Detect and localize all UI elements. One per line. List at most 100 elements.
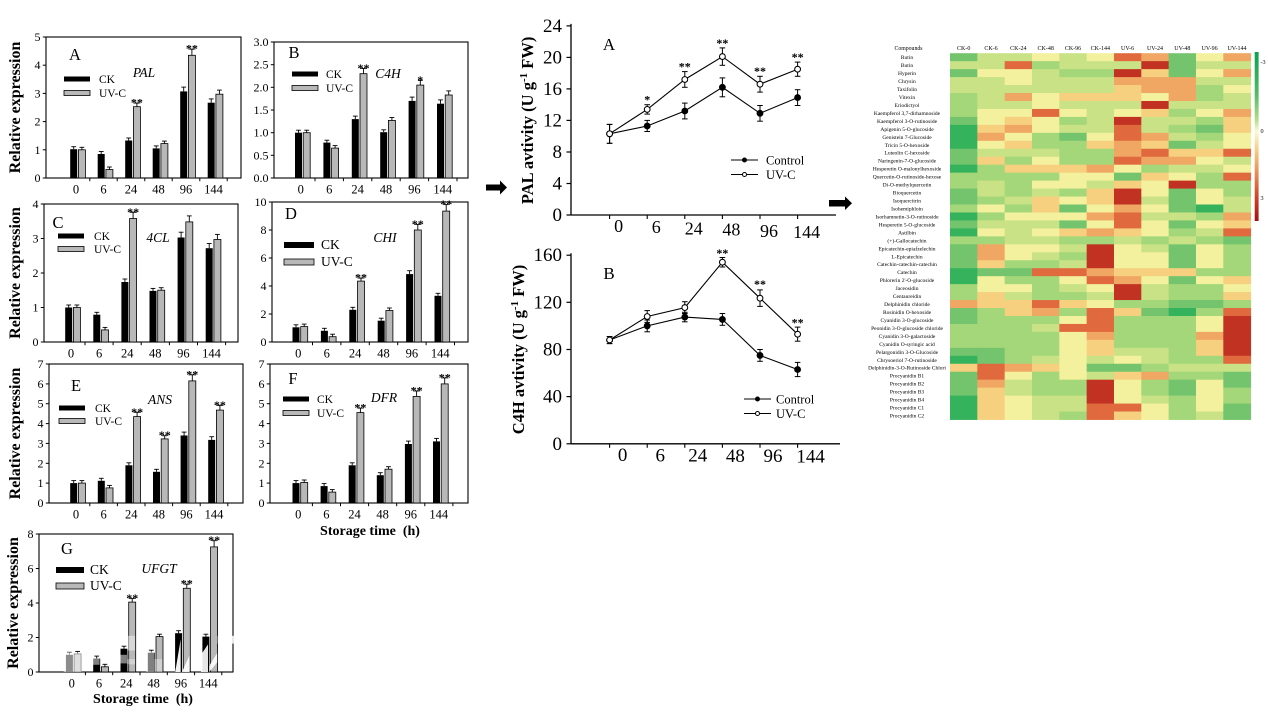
- svg-text:Procyanidin C2: Procyanidin C2: [890, 414, 925, 420]
- svg-text:96: 96: [177, 347, 190, 361]
- svg-text:UV-48: UV-48: [1174, 46, 1190, 52]
- svg-text:CK: CK: [95, 403, 112, 415]
- svg-text:ANS: ANS: [147, 392, 172, 407]
- svg-text:**: **: [792, 50, 804, 64]
- svg-text:96: 96: [764, 446, 783, 467]
- svg-text:48: 48: [377, 347, 390, 361]
- svg-text:UV-C: UV-C: [94, 244, 121, 256]
- svg-text:CK-144: CK-144: [1091, 46, 1110, 52]
- svg-text:CK-96: CK-96: [1065, 46, 1081, 52]
- svg-text:Hesperetin O-malonylhexoside: Hesperetin O-malonylhexoside: [873, 167, 942, 173]
- svg-text:CK-24: CK-24: [1010, 46, 1026, 52]
- svg-text:6: 6: [326, 183, 332, 197]
- svg-text:16: 16: [543, 79, 562, 100]
- svg-text:0: 0: [618, 445, 628, 466]
- svg-text:Cyanidin O-syringic acid: Cyanidin O-syringic acid: [879, 342, 935, 348]
- svg-text:0: 0: [553, 434, 563, 455]
- svg-text:Catechin: Catechin: [897, 270, 917, 276]
- svg-text:CK-6: CK-6: [984, 46, 997, 52]
- svg-text:Taxifolin: Taxifolin: [897, 86, 917, 93]
- svg-text:Procyanidin C1: Procyanidin C1: [890, 406, 925, 412]
- svg-text:C4H: C4H: [375, 66, 402, 81]
- svg-text:Eriodictyol: Eriodictyol: [895, 103, 920, 109]
- svg-text:-3: -3: [1261, 59, 1266, 66]
- svg-text:2: 2: [28, 631, 34, 645]
- svg-text:6: 6: [655, 445, 665, 466]
- svg-text:Procyanidin B1: Procyanidin B1: [890, 374, 925, 380]
- svg-text:2.5: 2.5: [254, 58, 269, 72]
- svg-text:Isohemiphloin: Isohemiphloin: [891, 207, 923, 213]
- svg-text:1.0: 1.0: [254, 126, 269, 140]
- svg-text:**: **: [792, 315, 804, 329]
- svg-text:Di-O-methylquercetin: Di-O-methylquercetin: [883, 183, 932, 189]
- svg-text:5: 5: [259, 397, 265, 411]
- svg-text:3: 3: [38, 436, 44, 450]
- svg-text:UV-C: UV-C: [766, 168, 795, 182]
- svg-text:0.5: 0.5: [254, 148, 269, 162]
- svg-text:C: C: [52, 213, 63, 232]
- svg-text:6: 6: [38, 377, 44, 391]
- svg-text:**: **: [159, 428, 171, 442]
- svg-text:96: 96: [408, 183, 421, 197]
- svg-text:Storage time (h): Storage time (h): [93, 692, 193, 707]
- svg-text:6: 6: [96, 347, 102, 361]
- svg-text:48: 48: [376, 508, 389, 522]
- svg-text:40: 40: [543, 387, 562, 408]
- svg-text:24: 24: [685, 218, 703, 238]
- svg-text:4: 4: [553, 174, 563, 195]
- svg-text:Pelargonidin 3-O-Glucoside: Pelargonidin 3-O-Glucoside: [876, 350, 939, 356]
- svg-text:24: 24: [125, 183, 138, 197]
- svg-text:UV-C: UV-C: [321, 254, 353, 269]
- svg-text:5: 5: [38, 397, 44, 411]
- svg-text:0.0: 0.0: [254, 171, 269, 185]
- svg-text:Relative expression: Relative expression: [5, 537, 22, 669]
- svg-text:144: 144: [433, 183, 453, 197]
- svg-text:**: **: [127, 205, 139, 219]
- svg-text:Hesperetin 5-O-glucoside: Hesperetin 5-O-glucoside: [879, 222, 936, 228]
- svg-text:4: 4: [261, 279, 267, 293]
- svg-text:Storage time (h): Storage time (h): [320, 524, 420, 539]
- svg-text:UV-6: UV-6: [1121, 46, 1134, 52]
- svg-text:CK: CK: [317, 394, 334, 406]
- svg-text:24: 24: [351, 183, 364, 197]
- svg-text:UV-C: UV-C: [90, 578, 122, 593]
- svg-text:Control: Control: [766, 154, 805, 168]
- svg-text:Isorhamnetin-3-O-rutinoside: Isorhamnetin-3-O-rutinoside: [875, 214, 939, 220]
- svg-text:48: 48: [726, 446, 745, 467]
- svg-text:96: 96: [175, 677, 188, 691]
- svg-text:144: 144: [199, 677, 219, 691]
- svg-text:144: 144: [796, 447, 825, 468]
- svg-text:**: **: [716, 246, 728, 260]
- svg-text:6: 6: [324, 347, 330, 361]
- svg-text:Naringenin-7-O-glucoside: Naringenin-7-O-glucoside: [878, 159, 937, 165]
- svg-text:0: 0: [259, 496, 265, 510]
- svg-text:12: 12: [543, 110, 562, 131]
- svg-text:0: 0: [553, 205, 563, 226]
- svg-text:B: B: [603, 264, 614, 283]
- svg-text:UV-C: UV-C: [317, 408, 344, 420]
- svg-text:24: 24: [120, 677, 133, 691]
- svg-text:**: **: [354, 401, 366, 415]
- svg-text:**: **: [716, 36, 728, 50]
- svg-text:48: 48: [722, 220, 740, 240]
- svg-text:Centaureidin: Centaureidin: [893, 294, 922, 300]
- svg-text:Procyanidin B4: Procyanidin B4: [890, 398, 925, 404]
- svg-text:**: **: [181, 577, 193, 591]
- svg-text:0: 0: [261, 335, 267, 349]
- svg-text:10: 10: [255, 195, 267, 209]
- svg-text:0: 0: [69, 677, 75, 691]
- svg-text:Vitexin: Vitexin: [899, 95, 915, 101]
- svg-text:Luteolin C-hexoside: Luteolin C-hexoside: [884, 151, 930, 157]
- svg-text:144: 144: [429, 508, 449, 522]
- svg-text:2: 2: [259, 456, 265, 470]
- svg-text:2: 2: [35, 115, 41, 129]
- svg-text:Cyanidin 3-O-glucoside: Cyanidin 3-O-glucoside: [880, 318, 934, 324]
- svg-text:F: F: [288, 369, 297, 388]
- svg-text:96: 96: [180, 508, 193, 522]
- svg-text:4: 4: [33, 197, 39, 211]
- svg-text:**: **: [131, 96, 143, 110]
- svg-text:7: 7: [38, 357, 44, 371]
- svg-text:4: 4: [28, 596, 34, 610]
- svg-text:UV-C: UV-C: [95, 416, 122, 428]
- svg-text:Phlorerin 2'-O-glucoside: Phlorerin 2'-O-glucoside: [880, 278, 935, 284]
